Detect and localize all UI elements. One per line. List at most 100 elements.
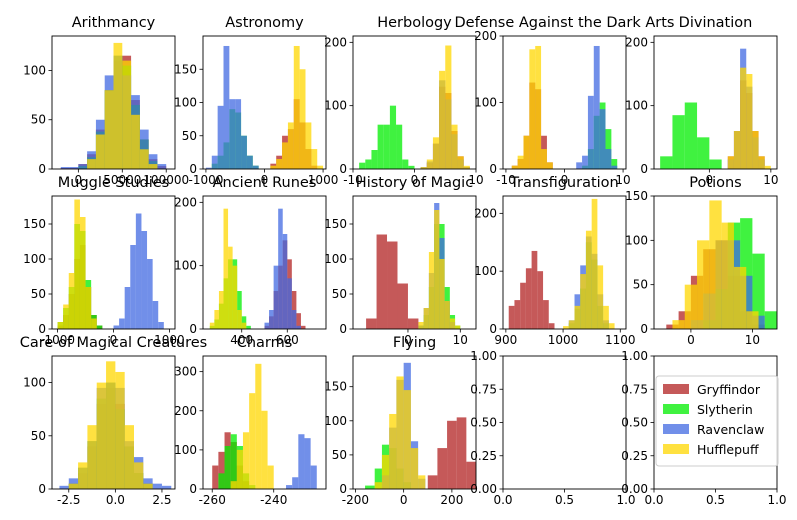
histogram-bar — [752, 253, 765, 329]
histogram-bar — [205, 167, 212, 169]
histogram-bar — [122, 60, 132, 169]
histogram-bar — [660, 156, 673, 169]
histogram-bar — [445, 45, 452, 169]
histogram-bar — [291, 310, 297, 329]
histogram-bar — [376, 234, 388, 329]
y-tick-label: 1.00 — [621, 349, 648, 363]
axes-frame — [653, 35, 778, 170]
histogram-bar — [396, 376, 404, 489]
histogram-bar — [605, 149, 612, 169]
series-slytherin — [359, 105, 415, 169]
histogram-bar — [148, 164, 158, 169]
histogram-bar — [91, 318, 97, 329]
histogram-bar — [148, 154, 158, 169]
histogram-bar — [235, 99, 242, 169]
series-ravenclaw — [576, 45, 618, 169]
x-tick-label: 400 — [230, 333, 253, 347]
y-tick-label: 0 — [339, 162, 347, 176]
y-tick-label: 150 — [23, 217, 46, 231]
y-tick-label: 150 — [324, 380, 347, 394]
histogram-bar — [246, 155, 253, 169]
y-tick-label: 0 — [640, 322, 648, 336]
histogram-bar — [407, 318, 419, 329]
histogram-bar — [381, 454, 390, 489]
y-tick-label: 200 — [474, 29, 497, 43]
x-tick-label: 0 — [687, 333, 695, 347]
x-tick-label: -10 — [496, 173, 516, 187]
histogram-bar — [423, 308, 429, 329]
histogram-bar — [230, 481, 237, 489]
x-tick-label: 0.0 — [106, 493, 125, 507]
histogram-bar — [223, 45, 230, 169]
y-tick-label: 200 — [324, 35, 347, 49]
x-tick-label: 10 — [763, 173, 778, 187]
x-tick-label: 0 — [261, 173, 269, 187]
histogram-bar — [282, 234, 288, 329]
subplot-12: -260 -240 0 100 200 300 Charms — [174, 335, 327, 507]
histogram-bar — [241, 322, 247, 329]
x-tick-label: 0 — [400, 493, 408, 507]
y-tick-label: 0 — [339, 482, 347, 496]
y-tick-label: 0.50 — [621, 416, 648, 430]
histogram-bar — [68, 273, 75, 329]
histogram-bar — [59, 485, 69, 489]
series-slytherin — [660, 102, 722, 169]
series-ravenclaw — [286, 434, 317, 489]
histogram-bar — [293, 45, 300, 169]
subplot-title: Divination — [679, 15, 753, 31]
y-tick-label: 50 — [31, 429, 46, 443]
histogram-bar — [224, 445, 231, 489]
histogram-bar — [229, 99, 236, 169]
series-gryffindor — [427, 417, 476, 489]
legend-label: Ravenclaw — [697, 422, 764, 437]
x-tick-label: 0 — [561, 173, 569, 187]
histogram-bar — [236, 449, 243, 489]
x-tick-label: 1.0 — [616, 493, 635, 507]
histogram-bar — [143, 483, 153, 489]
histogram-bar — [523, 135, 530, 169]
histogram-bar — [298, 434, 305, 489]
histogram-bar — [428, 252, 435, 329]
histogram-bar — [282, 142, 288, 169]
subplot-title: Herbology — [377, 15, 452, 31]
histogram-bar — [273, 265, 279, 329]
histogram-bar — [212, 465, 219, 489]
y-tick-label: 100 — [474, 96, 497, 110]
y-tick-label: 0 — [189, 162, 197, 176]
histogram-bar — [576, 162, 583, 169]
histogram-bar — [387, 241, 398, 329]
histogram-bar — [300, 325, 306, 329]
x-tick-label: -240 — [260, 493, 287, 507]
series-gryffindor — [366, 234, 419, 329]
histogram-bar — [511, 165, 518, 169]
subplot-15: 0.0 0.5 1.0 0.00 0.25 0.50 0.75 1.00 — [621, 349, 786, 507]
y-tick-label: 200 — [625, 35, 648, 49]
histogram-bar — [252, 165, 259, 169]
y-tick-label: 0 — [489, 322, 497, 336]
histogram-bar — [115, 371, 125, 489]
histogram-bar — [455, 325, 461, 329]
histogram-bar — [68, 483, 79, 489]
y-tick-label: 200 — [174, 195, 197, 209]
histogram-bar — [85, 287, 92, 329]
y-tick-label: 100 — [324, 414, 347, 428]
histogram-bar — [223, 208, 229, 329]
histogram-bar — [237, 310, 242, 329]
legend-swatch — [663, 384, 689, 394]
subplot-title: Muggle Studies — [58, 175, 169, 191]
histogram-bar — [456, 417, 467, 489]
histogram-bar — [152, 301, 159, 329]
histogram-bar — [218, 291, 224, 329]
subplot-title: Arithmancy — [72, 15, 156, 31]
x-tick-label: 1000 — [154, 333, 185, 347]
histogram-bar — [276, 159, 283, 169]
histogram-bar — [535, 45, 542, 169]
histogram-bar — [531, 250, 538, 329]
histogram-bar — [599, 109, 606, 169]
histogram-bar — [214, 310, 219, 329]
histogram-bar — [457, 156, 464, 169]
histogram-bar — [286, 485, 293, 489]
histogram-bar — [463, 165, 470, 169]
histogram-bar — [587, 95, 594, 169]
